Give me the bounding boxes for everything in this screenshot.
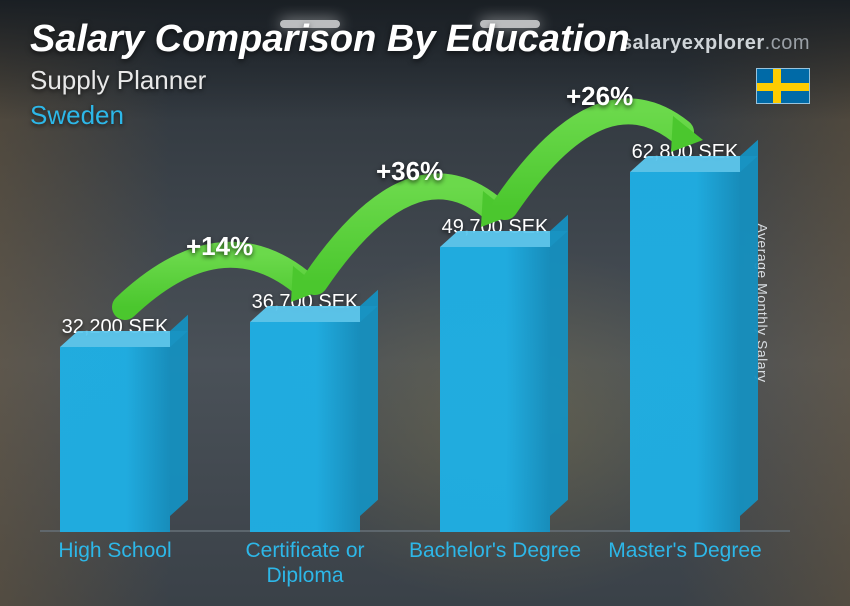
- country-name: Sweden: [30, 100, 820, 131]
- bar-category-label: Master's Degree: [595, 538, 775, 563]
- bar-0: 32,200 SEKHigh School: [50, 316, 180, 532]
- page-title: Salary Comparison By Education: [30, 18, 820, 61]
- bar-category-label: Bachelor's Degree: [405, 538, 585, 563]
- bar-category-label: High School: [25, 538, 205, 563]
- increase-pct-label: +36%: [376, 156, 443, 187]
- bar-chart: 32,200 SEKHigh School36,700 SEKCertifica…: [40, 160, 790, 588]
- bar-category-label: Certificate or Diploma: [215, 538, 395, 588]
- job-title: Supply Planner: [30, 65, 820, 96]
- increase-pct-label: +14%: [186, 231, 253, 262]
- bar-3d: Certificate or Diploma: [250, 322, 360, 532]
- header: Salary Comparison By Education Supply Pl…: [30, 18, 820, 131]
- bar-3d: High School: [60, 347, 170, 532]
